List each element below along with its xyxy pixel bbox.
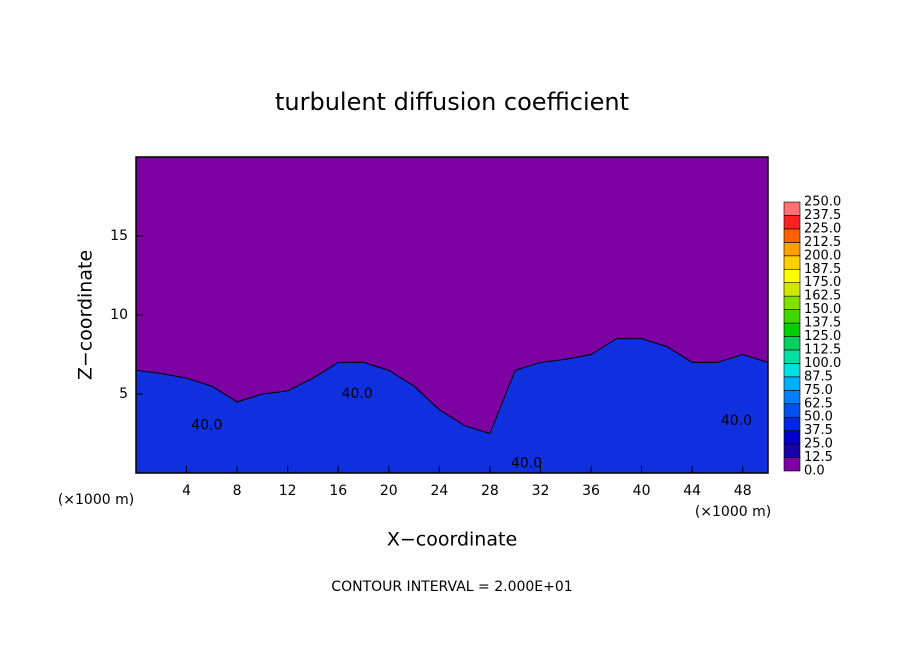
colorbar-swatch: [783, 363, 801, 378]
x-tick-label: 4: [182, 483, 191, 499]
x-tick-label: 32: [532, 483, 550, 499]
colorbar-swatch: [783, 295, 801, 310]
colorbar-swatch: [783, 416, 801, 431]
footer-note: CONTOUR INTERVAL = 2.000E+01: [331, 579, 572, 595]
x-tick-label: 44: [683, 483, 701, 499]
colorbar-label: 237.5: [804, 208, 841, 223]
colorbar-label: 37.5: [804, 423, 833, 438]
colorbar-label: 50.0: [804, 410, 833, 425]
x-tick-label: 40: [633, 483, 651, 499]
y-axis-label: Z−coordinate: [75, 250, 97, 380]
colorbar-label: 137.5: [804, 316, 841, 331]
x-tick-label: 48: [734, 483, 752, 499]
y-tick-label: 10: [110, 307, 128, 323]
colorbar-swatch: [783, 282, 801, 297]
colorbar-label: 175.0: [804, 275, 841, 290]
colorbar-label: 162.5: [804, 289, 841, 304]
colorbar-label: 75.0: [804, 383, 833, 398]
colorbar-swatch: [783, 430, 801, 445]
colorbar-label: 62.5: [804, 396, 833, 411]
contour-label: 40.0: [511, 456, 542, 472]
colorbar-swatch: [783, 228, 801, 243]
colorbar-label: 112.5: [804, 342, 841, 357]
x-unit-label: (×1000 m): [58, 492, 134, 508]
colorbar-swatch: [783, 268, 801, 283]
x-tick-label: 24: [430, 483, 448, 499]
colorbar-label: 200.0: [804, 248, 841, 263]
colorbar-label: 100.0: [804, 356, 841, 371]
colorbar-swatch: [783, 349, 801, 364]
colorbar-swatch: [783, 336, 801, 351]
x-tick-label: 8: [233, 483, 242, 499]
colorbar-label: 0.0: [804, 464, 825, 479]
colorbar-swatch: [783, 255, 801, 270]
x-axis-label: X−coordinate: [387, 529, 517, 551]
colorbar-label: 12.5: [804, 450, 833, 465]
contour-label: 40.0: [721, 413, 752, 429]
colorbar-swatch: [783, 242, 801, 257]
colorbar-swatch: [783, 201, 801, 216]
x-tick-label: 12: [279, 483, 297, 499]
chart-title: turbulent diffusion coefficient: [275, 88, 629, 116]
x-unit-label: (×1000 m): [695, 504, 771, 520]
colorbar-label: 125.0: [804, 329, 841, 344]
x-tick-label: 20: [380, 483, 398, 499]
contour-label: 40.0: [191, 418, 222, 434]
colorbar-label: 225.0: [804, 221, 841, 236]
x-tick-label: 16: [329, 483, 347, 499]
colorbar-label: 250.0: [804, 195, 841, 210]
x-tick-label: 28: [481, 483, 499, 499]
colorbar-swatch: [783, 443, 801, 458]
contour-label: 40.0: [342, 386, 373, 402]
y-tick-label: 5: [119, 386, 128, 402]
colorbar-label: 187.5: [804, 262, 841, 277]
colorbar-swatch: [783, 389, 801, 405]
turbulent-layer: [135, 338, 769, 474]
colorbar-swatch: [783, 457, 801, 472]
x-tick-label: 36: [582, 483, 600, 499]
colorbar-label: 25.0: [804, 437, 833, 452]
colorbar-swatch: [783, 322, 801, 337]
colorbar-swatch: [783, 403, 801, 418]
colorbar-label: 87.5: [804, 369, 833, 384]
colorbar-label: 212.5: [804, 235, 841, 250]
colorbar-swatch: [783, 376, 801, 391]
colorbar-swatch: [783, 215, 801, 230]
colorbar-label: 150.0: [804, 302, 841, 317]
y-tick-label: 15: [110, 228, 128, 244]
colorbar-swatch: [783, 309, 801, 324]
